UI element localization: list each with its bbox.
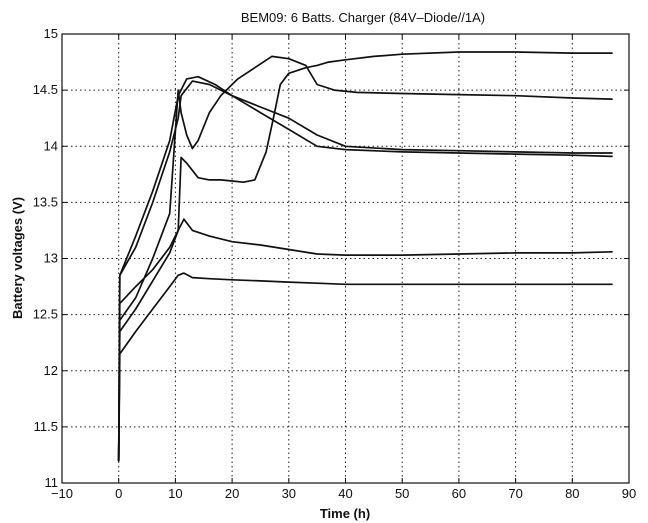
x-tick-labels: −10 0 10 20 30 40 50 60 70 80 90 — [51, 486, 636, 501]
y-tick-label: 15 — [44, 26, 58, 41]
y-tick-label: 12 — [44, 363, 58, 378]
series-group — [117, 51, 613, 462]
series-line-4 — [117, 51, 613, 462]
x-tick-label: 30 — [282, 486, 296, 501]
x-tick-label: 80 — [565, 486, 579, 501]
series-line-6 — [117, 272, 613, 462]
x-tick-label: 20 — [225, 486, 239, 501]
x-tick-label: 0 — [115, 486, 122, 501]
y-tick-label: 13.5 — [33, 194, 58, 209]
series-line-5 — [117, 218, 613, 462]
y-tick-label: 11 — [45, 475, 59, 490]
y-tick-label: 14 — [44, 138, 58, 153]
series-line-3 — [117, 55, 613, 462]
x-tick-label: 70 — [508, 486, 522, 501]
x-tick-label: 10 — [168, 486, 182, 501]
series-line-1 — [117, 75, 613, 462]
x-tick-label: 50 — [395, 486, 409, 501]
y-tick-label: 11.5 — [34, 419, 58, 434]
x-tick-label: 90 — [622, 486, 636, 501]
y-axis-label: Battery voltages (V) — [10, 197, 25, 319]
y-tick-label: 14.5 — [33, 82, 58, 97]
plot-frame — [61, 33, 630, 484]
x-axis-label: Time (h) — [320, 506, 370, 521]
y-tick-label: 13 — [44, 251, 58, 266]
series-line-2 — [117, 80, 613, 462]
x-tick-label: 60 — [452, 486, 466, 501]
chart-title: BEM09: 6 Batts. Charger (84V–Diode//1A) — [241, 10, 485, 25]
y-tick-label: 12.5 — [33, 307, 58, 322]
grid — [62, 34, 629, 483]
x-tick-label: 40 — [338, 486, 352, 501]
y-tick-labels: 11 11.5 12 12.5 13 13.5 14 14.5 15 — [33, 26, 58, 490]
x-tick-label: −10 — [51, 486, 73, 501]
